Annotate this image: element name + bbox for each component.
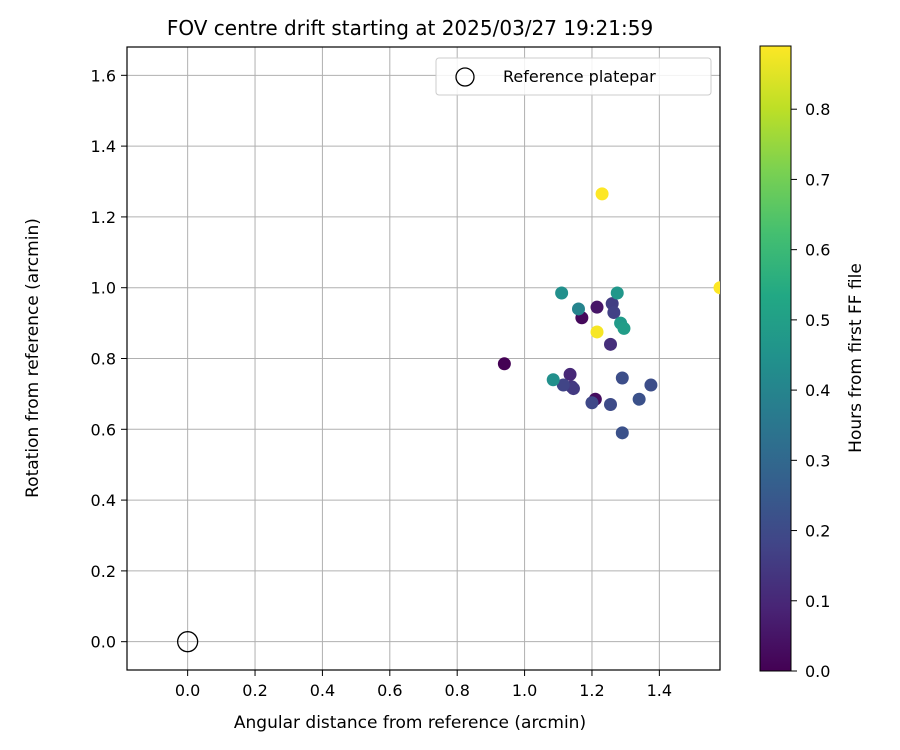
x-tick-label: 0.0 [175,681,200,700]
data-point [590,325,604,339]
data-point [497,357,511,371]
y-tick-label: 0.8 [91,350,116,369]
colorbar-tick-label: 0.0 [805,662,830,681]
reference-marker [176,631,199,653]
colorbar-label: Hours from first FF file [846,263,866,453]
x-tick-label: 0.2 [242,681,267,700]
data-point [563,367,577,381]
x-tick-label: 1.2 [579,681,604,700]
colorbar-tick-label: 0.5 [805,311,830,330]
y-tick-label: 1.0 [91,279,116,298]
data-point [555,286,569,300]
x-tick-label: 0.6 [377,681,402,700]
data-point [603,337,617,351]
x-axis-ticks: 0.0 0.2 0.4 0.6 0.8 1.0 1.2 1.4 [175,670,672,700]
y-tick-label: 0.2 [91,562,116,581]
data-point [590,300,604,314]
y-axis-ticks: 0.0 0.2 0.4 0.6 0.8 1.0 1.2 1.4 1.6 [91,66,127,652]
y-tick-label: 1.6 [91,66,116,85]
data-point [615,371,629,385]
data-point [713,281,720,295]
data-point [610,286,624,300]
data-point [546,373,560,387]
legend: Reference platepar [435,57,712,96]
reference-layer [176,631,199,653]
data-point [615,426,629,440]
colorbar-tick-label: 0.4 [805,381,830,400]
colorbar: 0.0 0.1 0.2 0.3 0.4 0.5 0.6 0.7 0.8 Hours from f… [759,45,866,681]
data-point [632,392,646,406]
x-tick-label: 1.4 [647,681,672,700]
data-point [556,378,570,392]
y-tick-label: 0.4 [91,491,116,510]
y-tick-label: 1.4 [91,137,116,156]
legend-label-reference: Reference platepar [503,67,656,86]
grid [127,47,720,670]
data-point [644,378,658,392]
data-point [585,396,599,410]
data-point [607,305,621,319]
y-axis-label: Rotation from reference (arcmin) [23,218,43,498]
data-point [603,398,617,412]
colorbar-tick-label: 0.7 [805,170,830,189]
data-point [566,382,580,396]
colorbar-tick-label: 0.6 [805,241,830,260]
legend-box [435,57,712,96]
colorbar-tick-label: 0.3 [805,451,830,470]
colorbar-gradient [759,45,792,672]
colorbar-tick-label: 0.8 [805,100,830,119]
y-tick-label: 0.0 [91,633,116,652]
data-point [595,187,609,201]
chart-title: FOV centre drift starting at 2025/03/27 … [167,16,653,40]
data-point [571,302,585,316]
colorbar-tick-label: 0.1 [805,592,830,611]
x-tick-label: 0.4 [310,681,335,700]
scatter-points [497,187,720,440]
y-tick-label: 0.6 [91,420,116,439]
x-tick-label: 1.0 [512,681,537,700]
legend-marker-reference [455,67,475,87]
y-tick-label: 1.2 [91,208,116,227]
colorbar-tick-label: 0.2 [805,522,830,541]
data-point [617,321,631,335]
x-axis-label: Angular distance from reference (arcmin) [234,713,586,733]
colorbar-ticks: 0.0 0.1 0.2 0.3 0.4 0.5 0.6 0.7 0.8 [791,100,830,681]
x-tick-label: 0.8 [444,681,469,700]
